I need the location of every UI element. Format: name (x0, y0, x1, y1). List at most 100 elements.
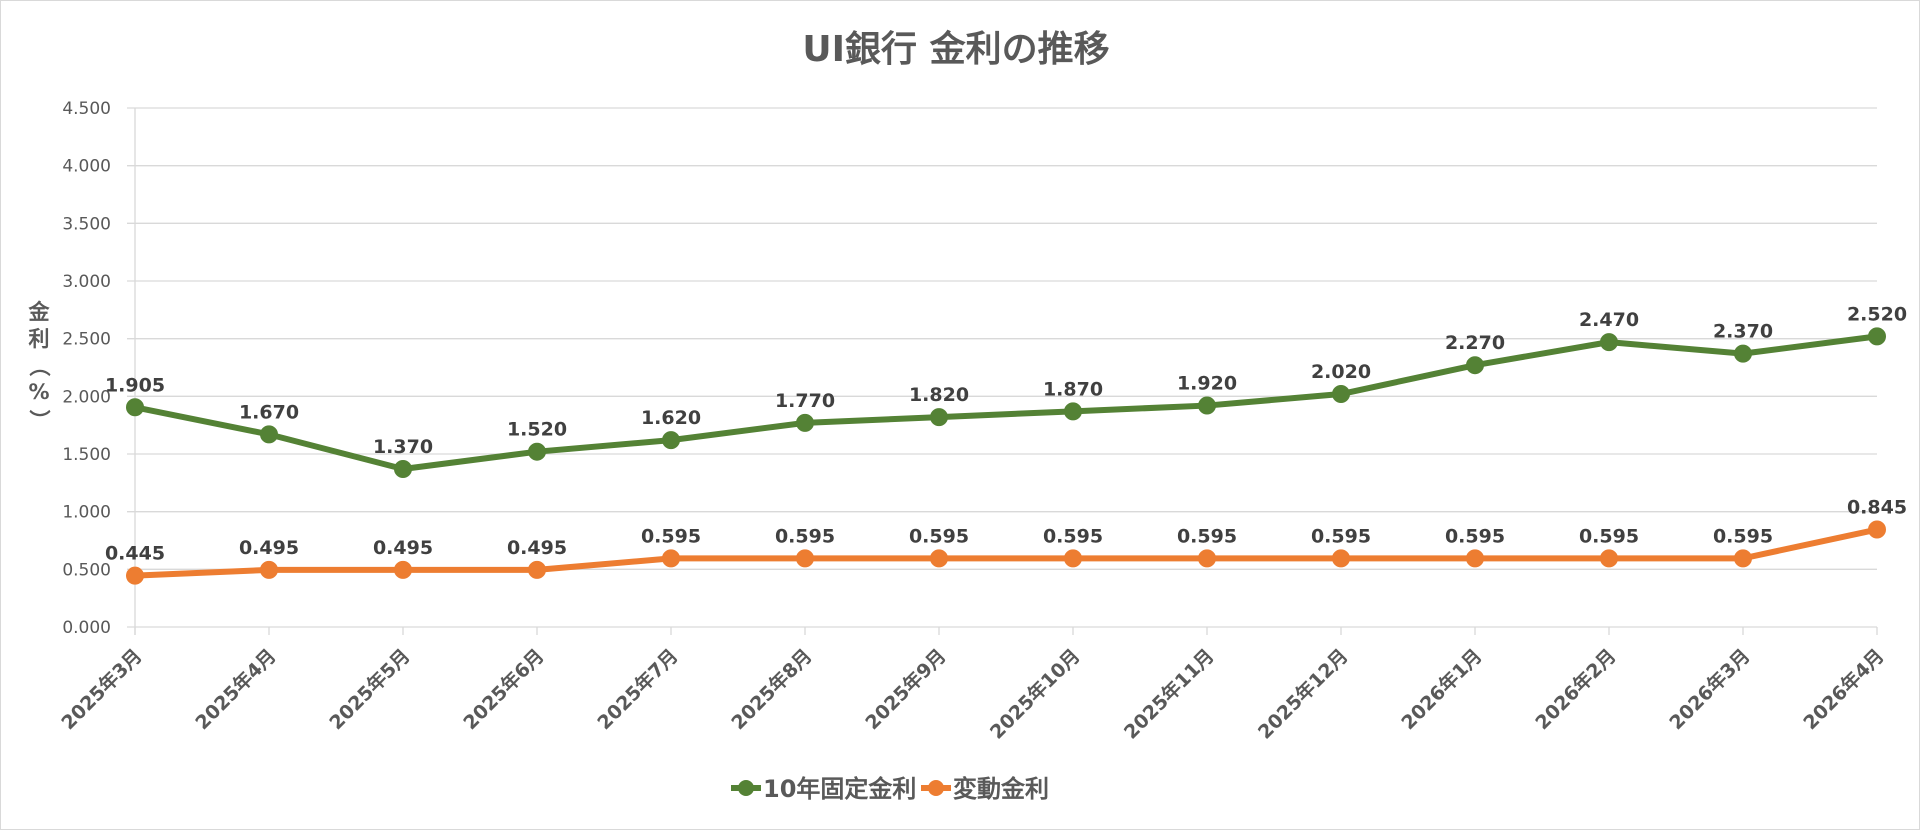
data-point-marker[interactable] (1868, 327, 1886, 346)
y-tick-label: 0.000 (62, 618, 111, 638)
data-point-marker[interactable] (1600, 549, 1618, 568)
data-label: 0.595 (1311, 525, 1371, 547)
chart-title: UI銀行 金利の推移 (802, 28, 1109, 70)
y-tick-label: 0.500 (62, 560, 111, 580)
data-point-marker[interactable] (260, 425, 278, 444)
y-axis: 0.000 0.500 1.000 1.500 2.000 2.500 3.000 3.500… (62, 99, 111, 638)
x-tick-label: 2025年8月 (727, 644, 817, 734)
data-label: 0.445 (105, 543, 165, 565)
data-point-marker[interactable] (528, 560, 546, 579)
data-point-marker[interactable] (528, 442, 546, 461)
data-point-marker[interactable] (1064, 402, 1082, 421)
data-point-marker[interactable] (1734, 344, 1752, 363)
x-tick-label: 2025年5月 (325, 644, 415, 734)
x-tick-label: 2026年3月 (1665, 644, 1755, 734)
series-line-1 (134, 526, 1878, 579)
data-labels: 1.905 1.670 1.370 1.520 1.620 1.770 1.820 1.870… (105, 303, 1907, 564)
legend-item-1[interactable]: 変動金利 (921, 775, 1049, 803)
data-label: 1.770 (775, 390, 835, 412)
x-tick-label: 2025年12月 (1253, 644, 1352, 743)
data-point-marker[interactable] (1868, 520, 1886, 539)
y-tick-label: 2.500 (62, 330, 111, 350)
y-axis-title-char: % (28, 380, 49, 404)
y-axis-title: 金利 （% ） (27, 300, 51, 431)
y-tick-label: 2.000 (62, 387, 111, 407)
data-point-marker[interactable] (1466, 356, 1484, 375)
x-tick-label: 2026年4月 (1799, 644, 1889, 734)
data-label: 2.270 (1445, 332, 1505, 354)
x-tick-label: 2025年7月 (593, 644, 683, 734)
data-label: 0.595 (1177, 525, 1237, 547)
data-point-marker[interactable] (930, 549, 948, 568)
data-label: 0.495 (373, 537, 433, 559)
data-label: 1.670 (239, 401, 299, 423)
data-label: 1.520 (507, 419, 567, 441)
y-axis-title-char: 金 (28, 300, 51, 324)
y-tick-label: 3.500 (62, 214, 111, 234)
data-point-marker[interactable] (796, 413, 814, 432)
legend-marker-icon (928, 780, 944, 796)
legend-label: 10年固定金利 (763, 775, 916, 803)
data-label: 0.595 (1579, 525, 1639, 547)
legend-marker-icon (738, 780, 754, 796)
y-tick-label: 1.000 (62, 503, 111, 523)
data-point-marker[interactable] (1198, 549, 1216, 568)
data-point-marker[interactable] (1332, 549, 1350, 568)
y-axis-title-char: 利 (29, 327, 50, 351)
data-point-marker[interactable] (1064, 549, 1082, 568)
data-point-marker[interactable] (394, 560, 412, 579)
data-point-marker[interactable] (1734, 549, 1752, 568)
data-label: 2.020 (1311, 361, 1371, 383)
data-label: 1.870 (1043, 378, 1103, 400)
data-label: 0.595 (775, 525, 835, 547)
data-point-marker[interactable] (126, 566, 144, 585)
data-label: 1.370 (373, 436, 433, 458)
legend-label: 変動金利 (953, 775, 1049, 803)
data-label: 0.845 (1847, 497, 1907, 519)
data-label: 2.520 (1847, 303, 1907, 325)
x-tick-label: 2025年9月 (861, 644, 951, 734)
data-label: 1.905 (105, 374, 165, 396)
data-point-marker[interactable] (796, 549, 814, 568)
data-point-marker[interactable] (930, 408, 948, 427)
data-label: 0.495 (507, 537, 567, 559)
data-label: 0.495 (239, 537, 299, 559)
data-point-marker[interactable] (1466, 549, 1484, 568)
data-point-marker[interactable] (260, 560, 278, 579)
x-tick-label: 2025年10月 (985, 644, 1084, 743)
legend-item-0[interactable]: 10年固定金利 (731, 775, 916, 803)
x-tick-label: 2025年6月 (459, 644, 549, 734)
data-label: 1.620 (641, 407, 701, 429)
data-label: 0.595 (641, 525, 701, 547)
x-axis: 2025年3月 2025年4月 2025年5月 2025年6月 2025年7月 2025年… (57, 627, 1889, 743)
x-tick-label: 2025年11月 (1119, 644, 1218, 743)
data-label: 0.595 (1445, 525, 1505, 547)
data-label: 0.595 (909, 525, 969, 547)
legend: 10年固定金利 変動金利 (731, 775, 1049, 803)
x-tick-label: 2025年4月 (191, 644, 281, 734)
series-line-0 (134, 333, 1878, 472)
y-tick-label: 4.000 (62, 157, 111, 177)
data-label: 0.595 (1713, 525, 1773, 547)
data-label: 1.920 (1177, 373, 1237, 395)
data-point-marker[interactable] (662, 549, 680, 568)
data-label: 2.370 (1713, 321, 1773, 343)
y-axis-title-char: ） (27, 410, 51, 431)
x-tick-label: 2026年2月 (1531, 644, 1621, 734)
data-point-marker[interactable] (394, 459, 412, 478)
data-label: 0.595 (1043, 525, 1103, 547)
data-label: 1.820 (909, 384, 969, 406)
data-point-marker[interactable] (662, 431, 680, 450)
data-point-marker[interactable] (1600, 333, 1618, 352)
series-lines (126, 327, 1886, 585)
data-label: 2.470 (1579, 309, 1639, 331)
data-point-marker[interactable] (1198, 396, 1216, 415)
data-point-marker[interactable] (1332, 385, 1350, 404)
y-axis-title-char: （ (27, 356, 51, 377)
y-tick-label: 4.500 (62, 99, 111, 119)
data-point-marker[interactable] (126, 398, 144, 417)
y-tick-label: 1.500 (62, 445, 111, 465)
x-tick-label: 2025年3月 (57, 644, 147, 734)
